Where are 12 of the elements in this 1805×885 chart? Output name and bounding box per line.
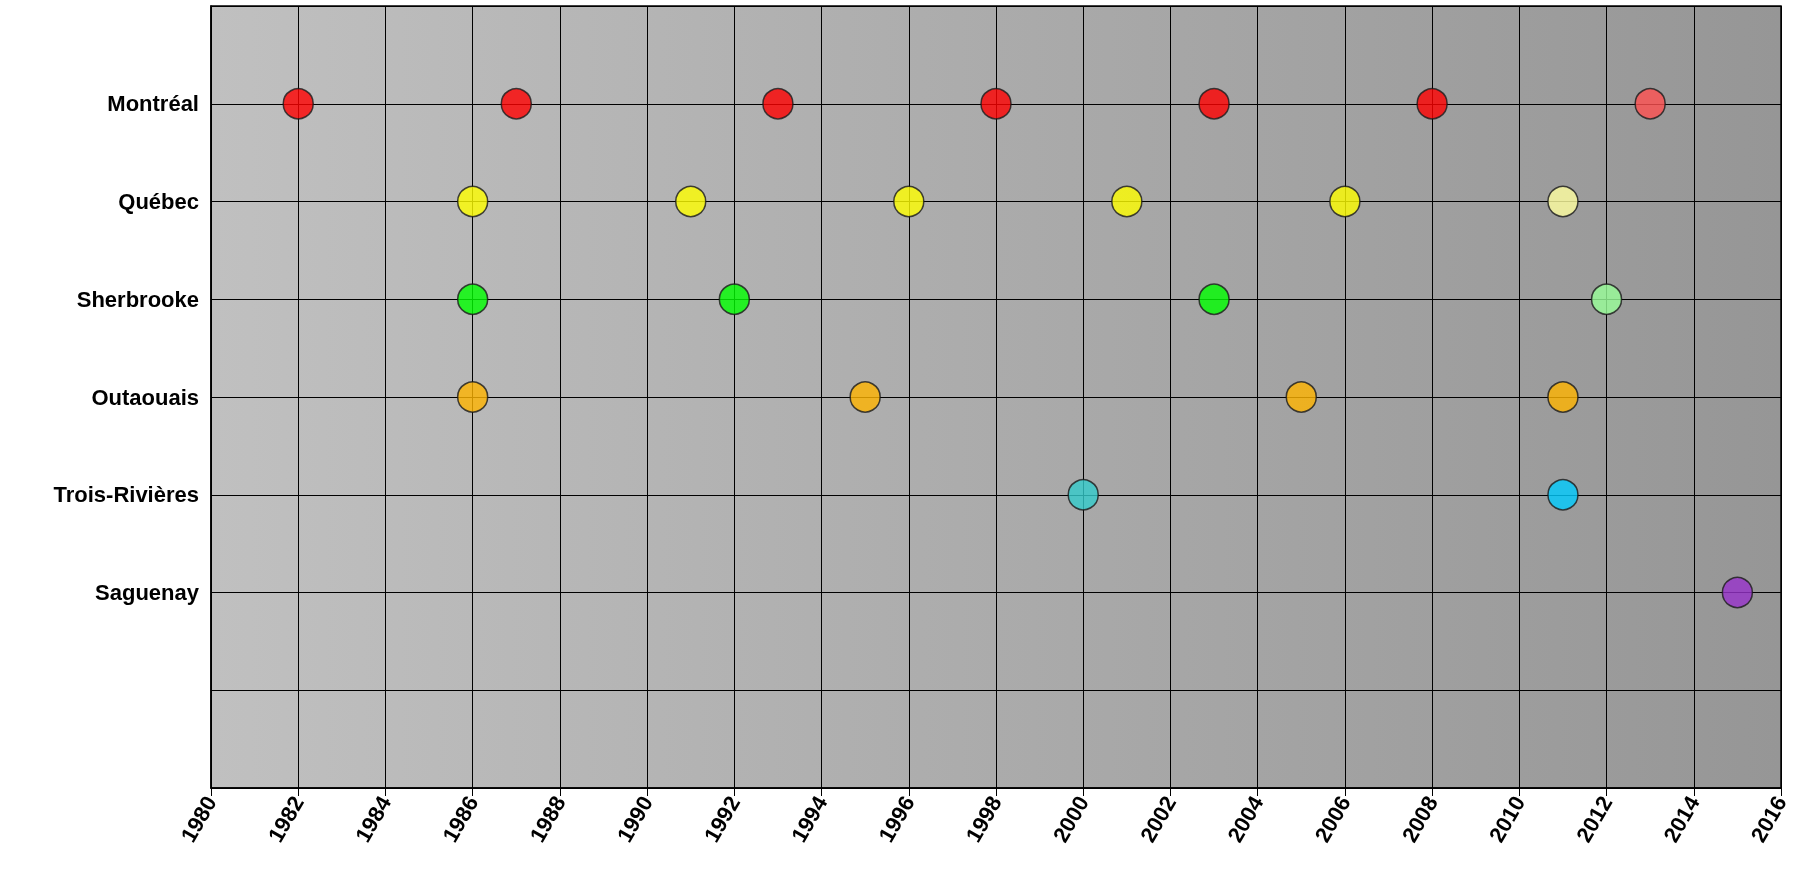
point [1067, 479, 1099, 511]
y-tick-label: Montréal [107, 91, 199, 117]
point [1590, 283, 1623, 315]
y-tick-label: Saguenay [95, 580, 200, 605]
y-tick-label: Sherbrooke [76, 286, 199, 312]
point [1547, 185, 1579, 218]
point [1721, 576, 1754, 609]
y-tick-label: Outaouais [91, 384, 199, 410]
point [1547, 479, 1579, 511]
y-tick-label: Québec [118, 189, 199, 214]
point [1634, 88, 1666, 120]
y-tick-label: Trois-Rivières [53, 482, 199, 508]
